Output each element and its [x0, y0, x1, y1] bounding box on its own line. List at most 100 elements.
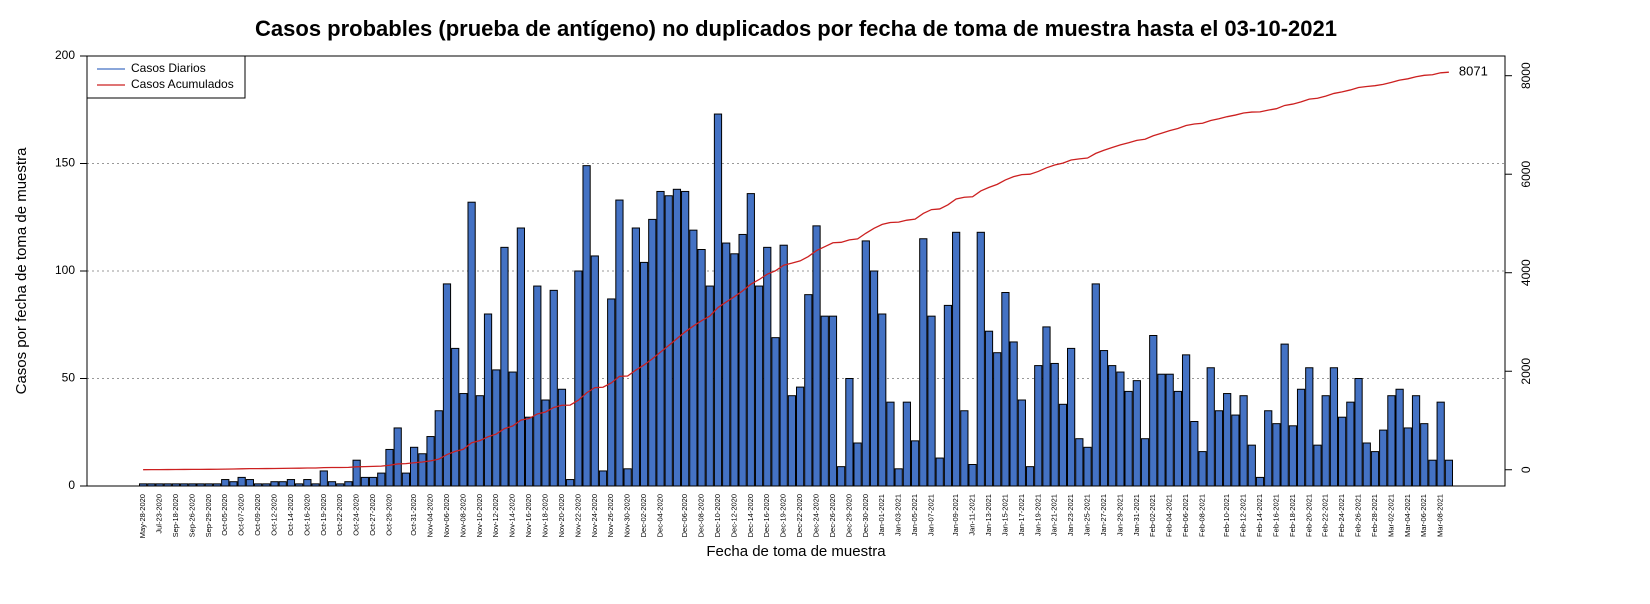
bar: [960, 410, 969, 487]
bar: [1362, 442, 1371, 487]
legend-label: Casos Acumulados: [131, 77, 234, 91]
bar: [1444, 459, 1454, 487]
x-tick-label: Feb-28-2021: [1370, 494, 1379, 537]
x-tick-label: Jan-31-2021: [1132, 494, 1141, 536]
bar: [1428, 459, 1437, 487]
bar: [245, 479, 254, 487]
x-tick-label: Dec-02-2020: [639, 494, 648, 537]
x-tick-label: Mar-04-2021: [1403, 494, 1412, 537]
bar: [664, 195, 673, 487]
x-tick-label: Nov-12-2020: [491, 494, 500, 537]
bar: [327, 481, 337, 487]
x-tick-label: Feb-20-2021: [1304, 494, 1313, 537]
bar: [820, 315, 829, 487]
bar: [631, 227, 640, 487]
x-axis-label: Fecha de toma de muestra: [706, 543, 886, 560]
y-tick-label: 150: [55, 156, 75, 170]
bar: [656, 190, 665, 487]
x-tick-label: Feb-24-2021: [1337, 494, 1346, 537]
bar: [303, 479, 312, 487]
x-tick-label: Feb-12-2021: [1239, 494, 1248, 537]
bar: [368, 476, 378, 487]
bar: [566, 479, 575, 487]
x-tick-label: Dec-26-2020: [828, 494, 837, 537]
bar: [697, 249, 706, 487]
bar: [828, 315, 838, 487]
x-tick-label: Nov-22-2020: [573, 494, 582, 537]
bar: [639, 261, 649, 487]
legend-label: Casos Diarios: [131, 61, 206, 75]
x-tick-label: Jan-17-2021: [1017, 494, 1026, 536]
bar: [508, 371, 517, 487]
x-tick-label: Oct-16-2020: [302, 494, 311, 536]
bar: [952, 231, 961, 487]
bar: [902, 401, 911, 487]
y-tick-label: 200: [55, 48, 75, 62]
bar: [1354, 378, 1363, 487]
x-tick-label: Dec-08-2020: [697, 494, 706, 537]
bar: [1313, 444, 1322, 487]
bar: [385, 448, 394, 487]
bar: [1149, 335, 1158, 487]
bar: [1321, 395, 1330, 487]
bar: [270, 481, 279, 487]
bar: [943, 304, 953, 487]
y-tick-label: 100: [55, 263, 75, 277]
y-tick-label: 50: [62, 371, 76, 385]
x-tick-label: Nov-08-2020: [458, 494, 467, 537]
bar: [377, 472, 386, 487]
bar: [1387, 395, 1396, 487]
bar: [1255, 476, 1265, 487]
y2-tick-label: 6000: [1519, 161, 1533, 188]
x-tick-label: Oct-29-2020: [384, 494, 393, 536]
bar: [746, 193, 755, 487]
bar: [1214, 410, 1224, 487]
x-tick-label: Nov-16-2020: [524, 494, 533, 537]
x-tick-label: Oct-27-2020: [368, 494, 377, 536]
x-tick-label: Nov-10-2020: [475, 494, 484, 537]
bar: [1436, 401, 1445, 487]
x-tick-label: Feb-18-2021: [1288, 494, 1297, 537]
bar: [779, 244, 788, 487]
bar: [533, 285, 542, 487]
bar: [976, 231, 985, 487]
x-tick-label: Jan-05-2021: [910, 494, 919, 536]
bar: [787, 395, 797, 487]
bar: [730, 253, 739, 487]
bar: [1173, 390, 1182, 487]
x-tick-label: Nov-30-2020: [623, 494, 632, 537]
x-tick-label: Dec-24-2020: [812, 494, 821, 537]
bar: [607, 298, 616, 487]
bar: [500, 246, 509, 487]
x-tick-label: Mar-06-2021: [1419, 494, 1428, 537]
x-tick-label: Nov-24-2020: [590, 494, 599, 537]
bar: [418, 453, 427, 487]
bar: [574, 270, 583, 487]
x-tick-label: Oct-14-2020: [286, 494, 295, 536]
x-tick-label: Jan-29-2021: [1115, 494, 1124, 536]
bar: [1017, 399, 1026, 487]
bar: [1050, 362, 1059, 487]
bar: [845, 378, 854, 487]
x-tick-label: Nov-06-2020: [442, 494, 451, 537]
bar: [1034, 365, 1043, 487]
x-tick-label: Jan-07-2021: [926, 494, 935, 536]
bar: [1001, 292, 1010, 487]
bar: [1099, 350, 1109, 487]
bar: [459, 393, 468, 487]
x-tick-label: Nov-26-2020: [606, 494, 615, 537]
x-tick-label: Oct-22-2020: [335, 494, 344, 536]
x-tick-label: Nov-20-2020: [557, 494, 566, 537]
y2-tick-label: 8000: [1519, 62, 1533, 89]
x-tick-label: Dec-10-2020: [713, 494, 722, 537]
x-tick-label: Feb-02-2021: [1148, 494, 1157, 537]
end-label: 8071: [1459, 64, 1488, 79]
bar: [968, 464, 977, 487]
x-tick-label: Feb-16-2021: [1271, 494, 1280, 537]
x-tick-label: Sep-29-2020: [204, 494, 213, 537]
x-tick-label: Jul-23-2020: [155, 494, 164, 534]
y2-tick-label: 0: [1519, 466, 1533, 473]
x-tick-label: Sep-26-2020: [187, 494, 196, 537]
bar: [1280, 343, 1289, 487]
bar: [804, 294, 813, 487]
